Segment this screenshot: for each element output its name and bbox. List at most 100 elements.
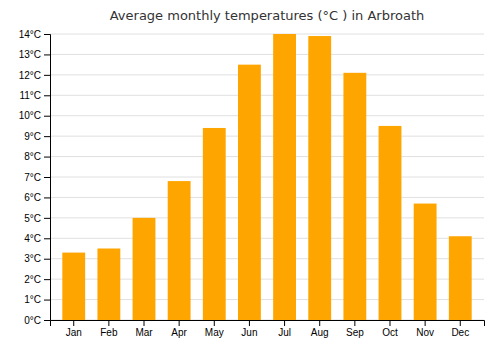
x-axis: Jan Feb Mar Apr May Jun Jul Aug Sep Oct Nov Dec bbox=[51, 320, 485, 338]
tick-label: 10°C bbox=[19, 110, 41, 121]
bar bbox=[414, 204, 437, 320]
tick-label: Mar bbox=[135, 327, 153, 338]
bar bbox=[449, 236, 472, 320]
tick-mark bbox=[389, 320, 390, 326]
tick-mark bbox=[144, 320, 145, 326]
tick-mark bbox=[44, 116, 50, 117]
y-tick: 6°C bbox=[24, 192, 50, 203]
y-tick: 12°C bbox=[19, 70, 50, 81]
bar bbox=[168, 181, 191, 320]
x-tick: Jun bbox=[241, 320, 257, 338]
grid-line bbox=[50, 115, 484, 116]
tick-mark bbox=[44, 34, 50, 35]
y-tick: 7°C bbox=[24, 172, 50, 183]
y-tick: 2°C bbox=[24, 274, 50, 285]
tick-mark bbox=[44, 136, 50, 137]
tick-mark bbox=[44, 300, 50, 301]
x-tick: Jul bbox=[278, 320, 291, 338]
tick-label: 9°C bbox=[24, 131, 41, 142]
x-tick: Jan bbox=[66, 320, 82, 338]
bar bbox=[238, 65, 261, 320]
y-axis: 0°C 1°C 2°C 3°C 4°C 5°C 6°C 7°C 8°C 9°C 10°C 11°C 12… bbox=[19, 29, 51, 326]
y-tick: 11°C bbox=[19, 90, 50, 101]
bar bbox=[273, 34, 296, 320]
tick-label: Sep bbox=[346, 327, 364, 338]
bar bbox=[203, 128, 226, 320]
grid-line bbox=[50, 95, 484, 96]
x-tick: Aug bbox=[311, 320, 329, 338]
chart: 0°C 1°C 2°C 3°C 4°C 5°C 6°C 7°C 8°C 9°C 10°C 11°C 12… bbox=[0, 0, 500, 350]
tick-mark bbox=[44, 320, 50, 321]
x-tick: Nov bbox=[416, 320, 434, 338]
y-tick: 3°C bbox=[24, 253, 50, 264]
tick-mark bbox=[44, 238, 50, 239]
tick-label: 1°C bbox=[24, 294, 41, 305]
grid-line bbox=[50, 74, 484, 75]
grid-line bbox=[50, 177, 484, 178]
y-tick: 9°C bbox=[24, 131, 50, 142]
grid bbox=[50, 34, 484, 320]
x-tick: Oct bbox=[382, 320, 398, 338]
title: Average monthly temperatures (°C ) in Ar… bbox=[110, 8, 425, 23]
bar bbox=[379, 126, 402, 320]
tick-label: 2°C bbox=[24, 274, 41, 285]
y-tick: 0°C bbox=[24, 315, 50, 326]
tick-mark bbox=[44, 75, 50, 76]
tick-label: Jan bbox=[66, 327, 82, 338]
tick-mark bbox=[179, 320, 180, 326]
tick-label: 13°C bbox=[19, 49, 41, 60]
tick-label: 11°C bbox=[19, 90, 41, 101]
plot-area bbox=[62, 34, 471, 320]
chart-container: 0°C 1°C 2°C 3°C 4°C 5°C 6°C 7°C 8°C 9°C 10°C 11°C 12… bbox=[0, 0, 500, 350]
tick-mark bbox=[108, 320, 109, 326]
tick-label: 4°C bbox=[24, 233, 41, 244]
tick-label: 12°C bbox=[19, 70, 41, 81]
tick-label: Jun bbox=[241, 327, 257, 338]
y-tick: 5°C bbox=[24, 213, 50, 224]
tick-label: 0°C bbox=[24, 315, 41, 326]
x-tick: Sep bbox=[346, 320, 364, 338]
tick-label: 6°C bbox=[24, 192, 41, 203]
axis-line bbox=[51, 321, 485, 327]
tick-mark bbox=[284, 320, 285, 326]
tick-label: 8°C bbox=[24, 151, 41, 162]
y-tick: 8°C bbox=[24, 151, 50, 162]
tick-mark bbox=[44, 177, 50, 178]
tick-mark bbox=[44, 54, 50, 55]
tick-mark bbox=[249, 320, 250, 326]
tick-mark bbox=[354, 320, 355, 326]
axis-line bbox=[44, 35, 51, 321]
grid-line bbox=[50, 54, 484, 55]
y-tick: 4°C bbox=[24, 233, 50, 244]
tick-mark bbox=[44, 197, 50, 198]
tick-label: Apr bbox=[171, 327, 187, 338]
tick-mark bbox=[44, 279, 50, 280]
tick-mark bbox=[44, 157, 50, 158]
grid-line bbox=[50, 136, 484, 137]
grid-line bbox=[50, 34, 484, 35]
tick-mark bbox=[44, 259, 50, 260]
tick-label: Jul bbox=[278, 327, 291, 338]
x-tick: Feb bbox=[100, 320, 118, 338]
x-tick: May bbox=[205, 320, 224, 338]
grid-line bbox=[50, 156, 484, 157]
tick-mark bbox=[460, 320, 461, 326]
bar bbox=[308, 36, 331, 320]
x-tick: Mar bbox=[135, 320, 153, 338]
x-tick: Apr bbox=[171, 320, 187, 338]
tick-label: 3°C bbox=[24, 253, 41, 264]
bar bbox=[133, 218, 156, 320]
y-tick: 10°C bbox=[19, 110, 50, 121]
bar bbox=[62, 253, 85, 320]
y-tick: 14°C bbox=[19, 29, 50, 40]
tick-label: Feb bbox=[100, 327, 118, 338]
tick-mark bbox=[44, 95, 50, 96]
tick-mark bbox=[425, 320, 426, 326]
tick-label: May bbox=[205, 327, 224, 338]
bar bbox=[343, 73, 366, 320]
tick-mark bbox=[44, 218, 50, 219]
tick-label: 5°C bbox=[24, 213, 41, 224]
tick-label: Dec bbox=[451, 327, 469, 338]
tick-label: Oct bbox=[382, 327, 398, 338]
grid-line bbox=[50, 197, 484, 198]
